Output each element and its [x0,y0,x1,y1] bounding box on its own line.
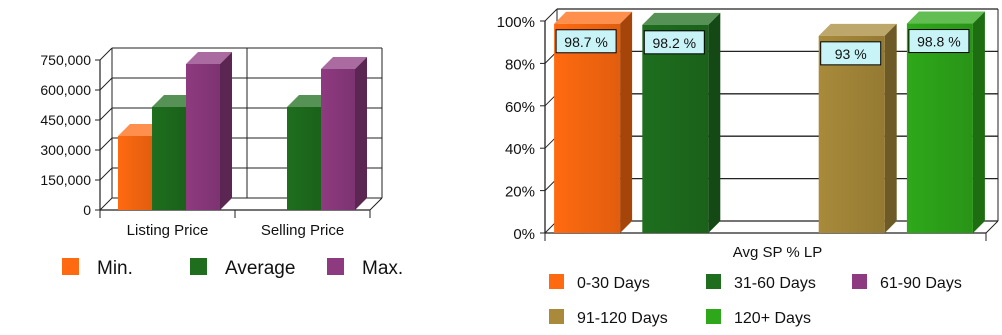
sp-lp-percent-chart: 0% 20% 40% 60% 80% 100% 98.7 % 98.2 % 93 % 98.8 %… [497,8,999,327]
bar-shading [906,23,973,233]
data-label: 98.7 % [564,34,608,50]
bar-top-face [906,11,985,24]
y-tick-label: 40% [505,141,535,158]
legend-label: 31-60 Days [734,275,816,292]
bar-side-face [708,12,721,234]
data-label-box [555,29,617,54]
gridline-diagonal [99,167,113,181]
y-tick-label: 100% [497,14,535,31]
gridline-diagonal [99,137,113,151]
y-tick-label: 0% [513,226,535,243]
gridline-diagonal [99,107,113,121]
y-tick-label: 600,000 [40,82,91,98]
legend-swatch [62,258,79,275]
y-tick-label: 150,000 [40,172,91,188]
bar-shading [818,35,885,234]
bar-shading [554,23,621,234]
bar-side-face [620,11,633,234]
y-tick-label: 300,000 [40,142,91,158]
data-label: 93 % [835,46,867,62]
bar-top-face [321,57,367,69]
y-tick-label: 450,000 [40,112,91,128]
price-comparison-chart: 0 150,000 300,000 450,000 600,000 750,000 List… [40,47,403,279]
bar-side-face [972,11,985,233]
legend-label: 61-90 Days [880,275,962,292]
bar-side-face [884,23,897,234]
bar-top-face [554,11,633,24]
legend-swatch [549,274,564,289]
bar-shading [642,24,709,234]
bar-side-face [220,52,232,210]
gridline-diagonal [544,8,558,22]
x-tick-label: Listing Price [127,222,209,239]
bar-shading [152,107,186,210]
data-label-box [820,41,882,66]
bar-max-0 [186,52,232,210]
legend-label: Average [225,258,295,279]
data-label-box [908,29,970,54]
data-label: 98.2 % [653,35,697,51]
legend-label: 0-30 Days [577,275,650,292]
bar-top-face [642,12,721,25]
legend-label: 120+ Days [734,310,811,327]
floor-edge [369,197,383,211]
bar-shading [287,107,321,210]
bar-0-30-days [554,11,633,234]
legend-label: Max. [362,258,403,279]
bar-shading [118,136,152,210]
bar-120-days [906,11,985,233]
bar-side-face [355,57,367,210]
legend-label: Min. [97,258,133,279]
legend-swatch [706,274,721,289]
bar-top-face [186,52,232,64]
bar-max-1 [321,57,367,210]
gridline-diagonal [99,47,113,61]
y-tick-label: 0 [83,202,91,218]
gridline-diagonal [99,77,113,91]
legend-swatch [549,309,564,324]
legend-swatch [190,258,207,275]
gridline-diagonal [99,197,113,211]
legend-swatch [706,309,721,324]
bar-31-60-days [642,12,721,234]
y-tick-label: 20% [505,184,535,201]
x-axis-label: Avg SP % LP [733,244,823,261]
y-tick-label: 750,000 [40,52,91,68]
bar-91-120-days [818,23,897,234]
data-label: 98.8 % [917,34,961,50]
legend-swatch [852,274,867,289]
legend-label: 91-120 Days [577,310,668,327]
bar-shading [321,69,355,210]
floor-edge [985,220,999,234]
y-tick-label: 80% [505,56,535,73]
y-tick-label: 60% [505,99,535,116]
bar-shading [186,64,220,210]
data-label-box [643,30,705,55]
bar-top-face [818,23,897,36]
legend-swatch [327,258,344,275]
x-tick-label: Selling Price [261,222,344,239]
